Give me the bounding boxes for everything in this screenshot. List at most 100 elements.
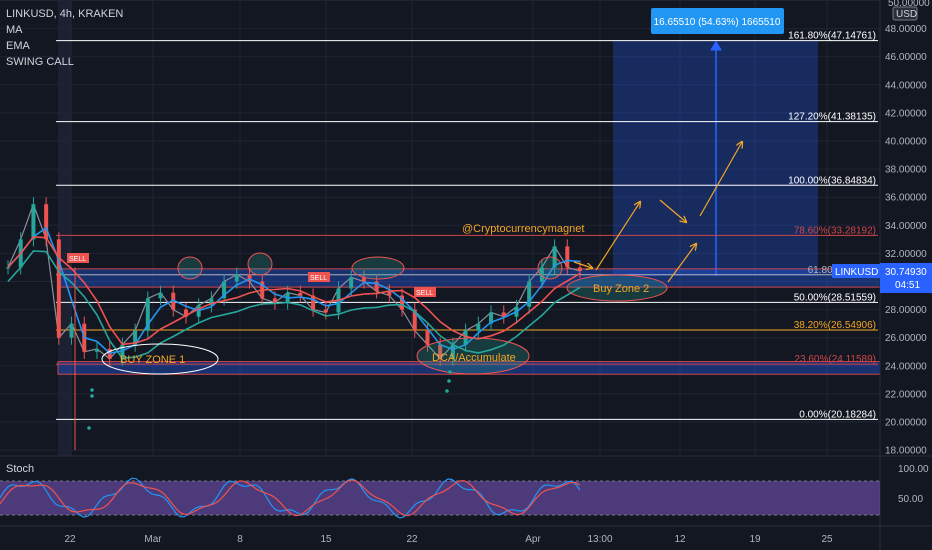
sell-tag	[308, 272, 330, 282]
swing-dot	[447, 379, 451, 383]
dca-label: DCA/Accumulate	[432, 352, 516, 364]
time-tick: 12	[674, 534, 686, 545]
fib-label: 0.00%(20.18284)	[799, 409, 876, 420]
price-tick: 34.00000	[885, 221, 927, 232]
candle-body	[311, 295, 316, 310]
candle-body	[400, 295, 405, 310]
candle-body	[387, 291, 392, 296]
candle-body	[298, 292, 303, 296]
symbol-tag-label: LINKUSD	[835, 267, 878, 278]
symbol-title: LINKUSD, 4h, KRAKEN	[6, 8, 124, 20]
watermark-text: @Cryptocurrencymagnet	[462, 223, 584, 235]
measure-label: 16.65510 (54.63%) 1665510	[654, 17, 781, 28]
candle-body	[31, 204, 36, 240]
candle-body	[323, 309, 328, 313]
swing-dot	[87, 426, 91, 430]
price-tick: 46.00000	[885, 52, 927, 63]
candle-body	[425, 330, 430, 345]
sell-tag	[67, 253, 89, 263]
price-tick: 42.00000	[885, 108, 927, 119]
time-tick: 13:00	[587, 534, 612, 545]
price-tick: 40.00000	[885, 137, 927, 148]
dca-ellipse	[416, 337, 530, 375]
swing-ellipse	[537, 256, 563, 280]
candle-body	[145, 298, 150, 331]
projection-arrow	[699, 142, 742, 217]
price-tick: 24.00000	[885, 361, 927, 372]
candle-body	[120, 344, 125, 359]
sell-tag-label: SELL	[416, 290, 433, 297]
time-tick: Mar	[144, 534, 162, 545]
candle-body	[374, 281, 379, 292]
candle-body	[438, 344, 443, 359]
swing-dot	[445, 389, 449, 393]
projection-arrow	[573, 261, 592, 268]
indicator-swing-call[interactable]: SWING CALL	[6, 56, 74, 68]
candle-body	[209, 298, 214, 306]
fib-retracement: 161.80%(47.14761) 127.20%(41.38135) 100.00…	[56, 31, 878, 420]
ma-line	[7, 226, 581, 355]
candle-body	[247, 274, 252, 282]
price-tick: 26.00000	[885, 333, 927, 344]
stoch-pane-label[interactable]: Stoch	[6, 463, 35, 475]
fib-label: 161.80%(47.14761)	[788, 31, 876, 42]
swing-dot	[90, 394, 94, 398]
candle-body	[489, 312, 494, 324]
fib-label: 100.00%(36.84834)	[788, 175, 876, 186]
fib-label: 23.60%(24.11589)	[794, 354, 876, 365]
swing-line	[7, 250, 581, 360]
candle-body	[527, 281, 532, 307]
currency-label: USD	[896, 9, 917, 20]
candle-body	[69, 323, 74, 338]
stoch-tick: 100.00	[898, 464, 929, 475]
candle-body	[349, 277, 354, 289]
time-tick: 15	[320, 534, 332, 545]
currency-box	[892, 6, 918, 21]
time-tick: 19	[749, 534, 761, 545]
time-tick: 22	[64, 534, 76, 545]
candle-body	[272, 298, 277, 303]
sell-tag-label: SELL	[69, 256, 86, 263]
measure-label-box	[651, 8, 784, 34]
price-axis-bg	[880, 0, 932, 456]
price-tick-top: 50.00000	[888, 0, 930, 9]
ema-line	[7, 236, 581, 346]
indicator-ema[interactable]: EMA	[6, 40, 30, 52]
price-tick: 44.00000	[885, 80, 927, 91]
price-tag	[880, 263, 932, 293]
candle-body	[6, 267, 10, 269]
price-tick: 32.00000	[885, 249, 927, 260]
buy-zone-1-ellipse	[101, 343, 219, 375]
candle-body	[578, 267, 582, 271]
projection-arrow	[595, 202, 640, 271]
fib-label: 38.20%(26.54906)	[794, 320, 876, 331]
price-tag-value: 30.74930	[885, 267, 927, 278]
fib-label: 127.20%(41.38135)	[788, 112, 876, 123]
swing-ellipse	[177, 256, 203, 280]
candle-body	[552, 246, 557, 268]
candle-body	[183, 309, 188, 317]
time-tick: 8	[237, 534, 243, 545]
time-tick: 22	[406, 534, 418, 545]
candle-body	[133, 330, 138, 345]
stoch-d-line	[0, 479, 581, 517]
indicator-ma[interactable]: MA	[6, 24, 23, 36]
fib-label: 50.00%(28.51559)	[794, 292, 876, 303]
candle-body	[412, 309, 417, 331]
projection-arrow-head	[710, 40, 722, 51]
projection-arrow	[659, 199, 686, 222]
candle-body	[222, 281, 227, 299]
sell-tag-label: SELL	[310, 275, 327, 282]
stoch-tick: 50.00	[898, 494, 923, 505]
price-tag-countdown: 04:51	[895, 280, 920, 291]
time-tick: Apr	[525, 534, 541, 545]
swing-ellipse	[351, 256, 405, 280]
candle-body	[501, 312, 506, 317]
buy-zone-1-label: BUY ZONE 1	[120, 354, 185, 366]
symbol-tag	[832, 264, 880, 278]
candle-body	[361, 277, 366, 282]
fib-label: 78.60%(33.28192)	[794, 225, 876, 236]
price-tick: 18.00000	[885, 446, 927, 457]
price-line	[7, 202, 581, 360]
